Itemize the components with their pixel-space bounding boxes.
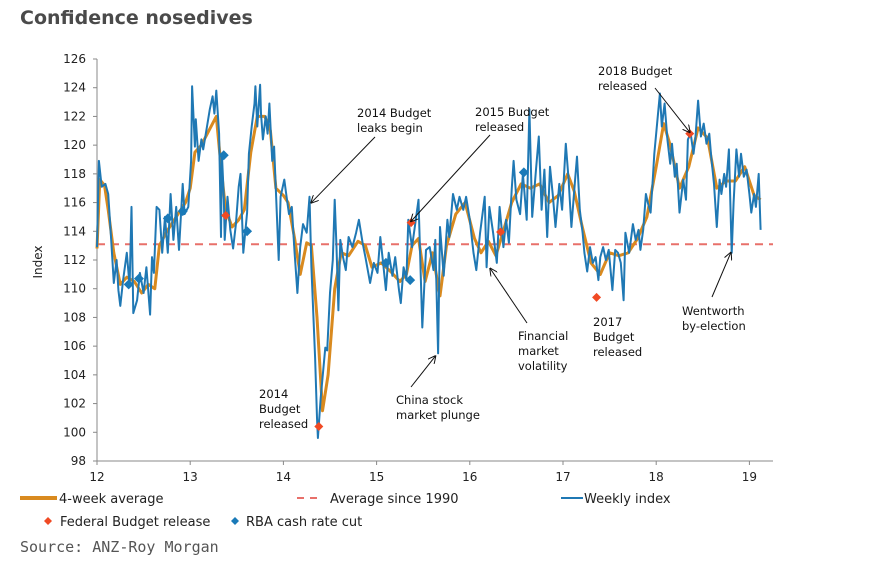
x-tick-label: 13 [183, 470, 198, 484]
annotation-text: released [259, 417, 308, 431]
annotation-text: 2014 Budget [357, 106, 432, 120]
rba-cut-marker [405, 275, 416, 286]
legend-budget-marker [44, 517, 52, 525]
annotation-text: Wentworth [682, 304, 745, 318]
annotation-text: Financial [518, 329, 568, 343]
legend-label: Weekly index [584, 492, 671, 507]
y-tick-label: 100 [63, 425, 86, 439]
annotation-text: leaks begin [357, 121, 423, 135]
y-axis-label: Index [31, 245, 45, 278]
annotation-text: Budget [593, 330, 635, 344]
annotation-arrow [410, 356, 435, 388]
rba-cut-marker [380, 257, 391, 268]
legend-label: RBA cash rate cut [246, 515, 362, 530]
annotation-arrow [311, 136, 376, 203]
weekly-index-line [96, 83, 762, 439]
y-tick-label: 98 [71, 454, 86, 468]
x-tick-label: 19 [742, 470, 757, 484]
legend-rba-marker [231, 517, 239, 525]
source-note: Source: ANZ-Roy Morgan [20, 538, 219, 556]
annotation-text: volatility [518, 359, 568, 373]
annotation-text: China stock [396, 393, 463, 407]
x-tick-label: 12 [89, 470, 104, 484]
annotation-text: market [518, 344, 559, 358]
budget-release-marker [314, 422, 324, 432]
y-tick-label: 120 [63, 138, 86, 152]
annotation-text: released [475, 120, 524, 134]
rba-cut-marker [518, 167, 529, 178]
legend-label: Federal Budget release [60, 515, 210, 530]
annotation-arrow [490, 269, 528, 324]
y-tick-label: 102 [63, 397, 86, 411]
annotation-text: 2018 Budget [598, 64, 673, 78]
annotation-text: released [598, 79, 647, 93]
y-tick-label: 112 [63, 253, 86, 267]
rba-cut-marker [218, 150, 229, 161]
chart-title: Confidence nosedives [20, 7, 253, 29]
legend-label: Average since 1990 [330, 492, 459, 507]
annotation-text: 2014 [259, 387, 288, 401]
x-tick-label: 16 [462, 470, 477, 484]
x-tick-label: 14 [276, 470, 291, 484]
rba-cut-marker [242, 226, 253, 237]
y-tick-label: 118 [63, 167, 86, 181]
y-tick-label: 116 [63, 196, 86, 210]
annotation-arrow [411, 134, 491, 221]
budget-release-marker [221, 210, 231, 220]
rba-cut-marker [133, 273, 144, 284]
rba-cut-marker [123, 279, 134, 290]
y-tick-label: 108 [63, 310, 86, 324]
y-tick-label: 126 [63, 52, 86, 66]
annotation-text: 2017 [593, 315, 622, 329]
budget-release-marker [592, 292, 602, 302]
x-tick-label: 18 [649, 470, 664, 484]
four-week-average-line [95, 114, 762, 413]
y-tick-label: 106 [63, 339, 86, 353]
budget-release-marker [496, 227, 506, 237]
annotation-text: released [593, 345, 642, 359]
rba-cut-marker [162, 213, 173, 224]
y-tick-label: 114 [63, 224, 86, 238]
annotation-text: by-election [682, 319, 746, 333]
y-tick-label: 110 [63, 282, 86, 296]
annotation-text: Budget [259, 402, 301, 416]
annotation-arrow [654, 87, 690, 132]
y-tick-label: 122 [63, 109, 86, 123]
annotation-text: market plunge [396, 408, 480, 422]
x-tick-label: 17 [555, 470, 570, 484]
budget-release-marker [685, 129, 695, 139]
y-tick-label: 104 [63, 368, 86, 382]
x-tick-label: 15 [369, 470, 384, 484]
legend-label: 4-week average [59, 492, 163, 507]
annotation-arrow [711, 253, 731, 298]
annotation-text: 2015 Budget [475, 105, 550, 119]
rba-cut-marker [177, 206, 188, 217]
y-tick-label: 124 [63, 81, 86, 95]
